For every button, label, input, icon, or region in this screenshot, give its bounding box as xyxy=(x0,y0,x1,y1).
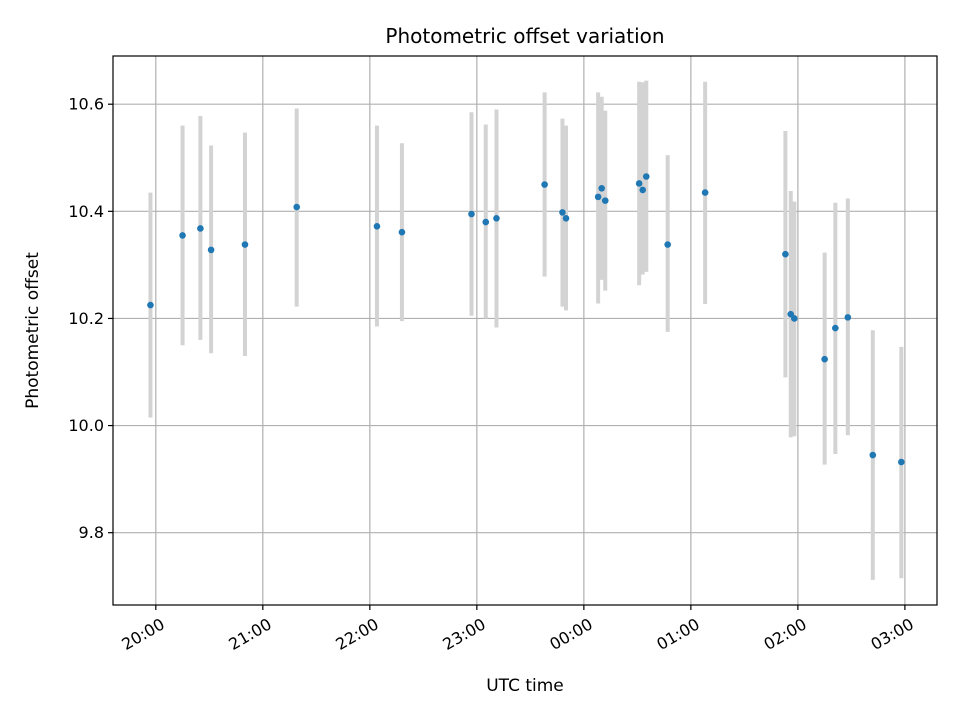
data-point xyxy=(197,225,204,232)
x-tick-label: 00:00 xyxy=(546,614,595,654)
data-point xyxy=(559,209,566,216)
data-point xyxy=(541,181,548,188)
data-point xyxy=(468,210,475,218)
y-tick-label: 9.8 xyxy=(79,523,104,542)
data-point xyxy=(821,355,828,363)
chart-title: Photometric offset variation xyxy=(385,24,664,48)
data-point xyxy=(635,180,643,187)
x-tick-label: 21:00 xyxy=(225,614,274,654)
x-tick-label: 20:00 xyxy=(118,614,167,654)
data-point xyxy=(701,189,709,196)
plot-frame xyxy=(112,55,938,606)
y-axis-label: Photometric offset xyxy=(23,252,43,409)
data-point xyxy=(147,301,154,309)
data-point xyxy=(639,186,647,194)
x-tick-label: 23:00 xyxy=(439,614,488,654)
data-point xyxy=(398,228,406,236)
data-point xyxy=(482,218,490,226)
data-point xyxy=(832,324,839,332)
data-point xyxy=(791,315,798,322)
data-point xyxy=(782,250,789,258)
x-tick-label: 03:00 xyxy=(867,614,916,654)
x-axis-label: UTC time xyxy=(486,676,564,696)
grid xyxy=(113,56,937,605)
data-point xyxy=(241,241,249,248)
x-tick-label: 22:00 xyxy=(332,614,381,654)
y-tick-label: 10.0 xyxy=(68,416,104,435)
data-point xyxy=(598,184,605,192)
data-points xyxy=(147,173,905,466)
data-point xyxy=(844,314,852,321)
data-point xyxy=(594,193,602,201)
y-tick-label: 10.6 xyxy=(68,95,104,114)
data-point xyxy=(664,241,671,248)
x-tick-label: 01:00 xyxy=(653,614,702,654)
data-point xyxy=(207,246,215,254)
y-tick-label: 10.2 xyxy=(68,309,104,328)
data-point xyxy=(601,197,609,204)
y-tick-label: 10.4 xyxy=(68,202,104,221)
x-tick-label: 02:00 xyxy=(760,614,809,654)
data-point xyxy=(373,223,381,230)
data-point xyxy=(898,458,905,466)
data-point xyxy=(562,214,570,222)
data-point xyxy=(293,203,301,211)
data-point xyxy=(179,232,186,239)
data-point xyxy=(493,214,500,222)
data-point xyxy=(869,451,877,459)
data-point xyxy=(642,173,650,180)
